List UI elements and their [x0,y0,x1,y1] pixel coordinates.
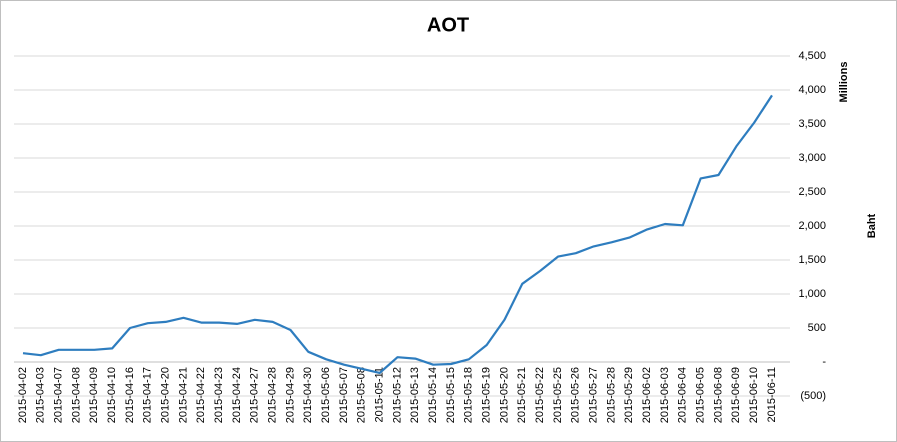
x-tick-label: 2015-05-22 [534,367,546,423]
x-tick-label: 2015-05-18 [463,367,475,423]
x-tick-label: 2015-04-02 [17,367,29,423]
x-tick-label: 2015-04-09 [88,367,100,423]
x-tick-label: 2015-04-23 [213,367,225,423]
y-tick-label: 1,000 [798,288,826,300]
y-tick-label: - [822,356,826,368]
chart-title: AOT [427,14,469,36]
x-tick-label: 2015-05-12 [391,367,403,423]
x-tick-label: 2015-06-11 [766,367,778,422]
y-tick-label: 4,000 [798,84,826,96]
x-tick-label: 2015-04-29 [284,367,296,423]
x-tick-label: 2015-05-08 [356,367,368,423]
x-tick-label: 2015-06-04 [677,367,689,423]
x-tick-label: 2015-05-21 [516,367,528,423]
x-tick-label: 2015-04-20 [160,367,172,423]
x-tick-label: 2015-05-28 [605,367,617,423]
x-tick-label: 2015-06-10 [748,367,760,423]
x-tick-label: 2015-04-16 [124,367,136,423]
x-tick-label: 2015-05-20 [498,367,510,423]
x-tick-label: 2015-04-30 [302,367,314,423]
x-tick-label: 2015-04-10 [106,367,118,423]
x-tick-label: 2015-04-24 [231,367,243,423]
x-tick-label: 2015-05-13 [409,367,421,423]
x-tick-label: 2015-04-27 [249,367,261,423]
data-line [22,94,773,374]
x-tick-label: 2015-04-17 [142,367,154,423]
y-axis-label: Baht [866,213,878,238]
x-tick-label: 2015-05-11 [374,367,386,422]
x-tick-label: 2015-04-22 [195,367,207,423]
x-tick-label: 2015-04-21 [177,367,189,423]
x-tick-label: 2015-05-25 [552,367,564,423]
y-tick-label: 1,500 [798,254,826,266]
y-tick-label: 500 [808,322,826,334]
x-tick-label: 2015-06-09 [730,367,742,423]
x-tick-label: 2015-06-05 [695,367,707,423]
x-tick-label: 2015-05-19 [481,367,493,423]
x-tick-label: 2015-05-14 [427,367,439,423]
x-tick-label: 2015-05-07 [338,367,350,423]
y-tick-label: (500) [800,390,826,402]
y-tick-label: 3,500 [798,118,826,130]
x-tick-label: 2015-04-03 [35,367,47,423]
x-tick-label: 2015-05-06 [320,367,332,423]
x-tick-label: 2015-04-28 [267,367,279,423]
y-tick-label: 2,500 [798,186,826,198]
x-tick-label: 2015-06-02 [641,367,653,423]
y-tick-label: 3,000 [798,152,826,164]
x-tick-label: 2015-05-29 [623,367,635,423]
x-tick-label: 2015-06-08 [712,367,724,423]
x-tick-label: 2015-04-08 [70,367,82,423]
x-tick-label: 2015-04-07 [53,367,65,423]
x-tick-label: 2015-06-03 [659,367,671,423]
y-tick-label: 4,500 [798,50,826,62]
x-tick-label: 2015-05-15 [445,367,457,423]
x-tick-label: 2015-05-26 [570,367,582,423]
x-tick-label: 2015-05-27 [588,367,600,423]
y-tick-label: 2,000 [798,220,826,232]
y-axis-unit: Millions [838,62,850,103]
